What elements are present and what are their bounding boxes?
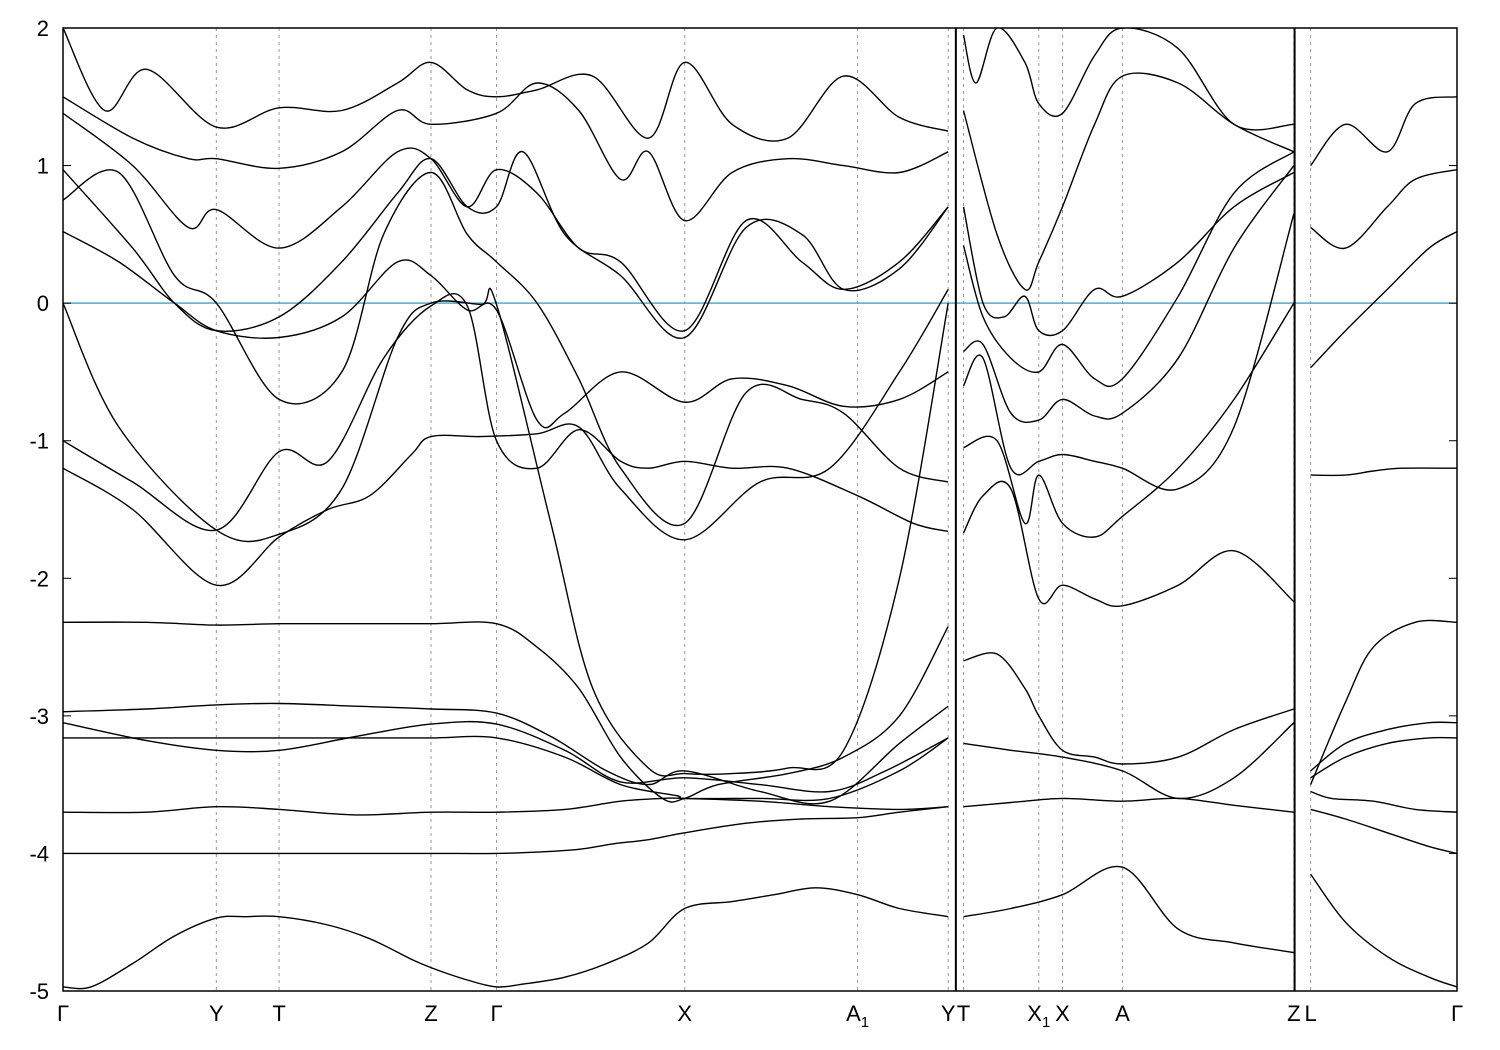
band-line-4	[63, 720, 949, 793]
band-line-13	[63, 112, 949, 332]
band-line-8	[63, 293, 949, 533]
band-line-25	[963, 722, 1295, 800]
band-line-36	[1310, 169, 1457, 250]
band-line-2	[63, 797, 949, 816]
band-line-6	[63, 621, 949, 803]
band-line-0	[63, 887, 949, 990]
band-line-24	[962, 28, 1294, 131]
ytick-label-0: -5	[29, 979, 49, 1004]
band-line-14	[63, 82, 949, 222]
band-line-3	[63, 735, 949, 802]
kpoint-label-8: T	[957, 1001, 970, 1026]
gridlines	[215, 28, 1312, 991]
band-line-5	[63, 702, 949, 805]
band-line-22	[962, 171, 1295, 337]
band-line-28	[1310, 873, 1457, 988]
band-line-1	[63, 806, 949, 855]
band-line-32	[1310, 721, 1457, 772]
kpoint-label-9: X1	[1027, 1001, 1050, 1031]
band-line-26	[963, 797, 1294, 813]
ytick-label-7: 2	[37, 16, 49, 41]
band-line-16	[963, 652, 1295, 765]
y-axis-ticks: -5 -4 -3 -2 -1 0 1 2	[29, 16, 1457, 1004]
band-line-33	[1309, 619, 1457, 785]
band-line-7	[63, 289, 949, 587]
ytick-label-6: 1	[37, 154, 49, 179]
path-break-lines	[954, 28, 1296, 991]
kpoint-label-14: Γ	[1451, 1001, 1463, 1026]
x-axis-kpoint-labels: Γ Y T Z Γ X A1 Y T X1 X A Z L Γ	[57, 1001, 1463, 1031]
band-line-12	[63, 151, 949, 339]
plot-frame	[62, 27, 1458, 992]
band-line-23	[962, 72, 1295, 291]
band-line-27	[963, 865, 1295, 954]
band-line-30	[1310, 790, 1457, 813]
band-line-35	[1310, 230, 1457, 369]
band-line-15	[63, 28, 949, 142]
band-line-17	[962, 480, 1295, 608]
kpoint-label-10: X	[1055, 1001, 1070, 1026]
kpoint-label-5: X	[677, 1001, 692, 1026]
kpoint-label-4: Γ	[490, 1001, 502, 1026]
kpoint-label-3: Z	[424, 1001, 437, 1026]
ytick-label-1: -4	[29, 841, 49, 866]
band-lines	[63, 28, 1457, 990]
ytick-label-5: 0	[37, 291, 49, 316]
band-line-9	[63, 287, 949, 777]
kpoint-label-7: Y	[941, 1001, 956, 1026]
ytick-label-3: -2	[29, 566, 49, 591]
kpoint-label-6: A1	[846, 1001, 869, 1031]
band-line-37	[1310, 96, 1457, 167]
band-line-18	[963, 302, 1295, 538]
ytick-label-4: -1	[29, 429, 49, 454]
kpoint-label-0: Γ	[57, 1001, 69, 1026]
band-line-21	[962, 151, 1295, 388]
kpoint-label-12: Z	[1287, 1001, 1300, 1026]
band-line-34	[1310, 467, 1457, 477]
kpoint-label-13: L	[1305, 1001, 1317, 1026]
band-line-19	[962, 213, 1295, 491]
band-line-20	[963, 165, 1295, 423]
kpoint-label-2: T	[272, 1001, 285, 1026]
band-line-29	[1310, 808, 1457, 855]
ytick-label-2: -3	[29, 704, 49, 729]
band-line-31	[1310, 736, 1457, 779]
kpoint-label-1: Y	[209, 1001, 224, 1026]
band-line-10	[63, 230, 949, 429]
band-line-11	[63, 169, 949, 527]
kpoint-label-11: A	[1115, 1001, 1130, 1026]
